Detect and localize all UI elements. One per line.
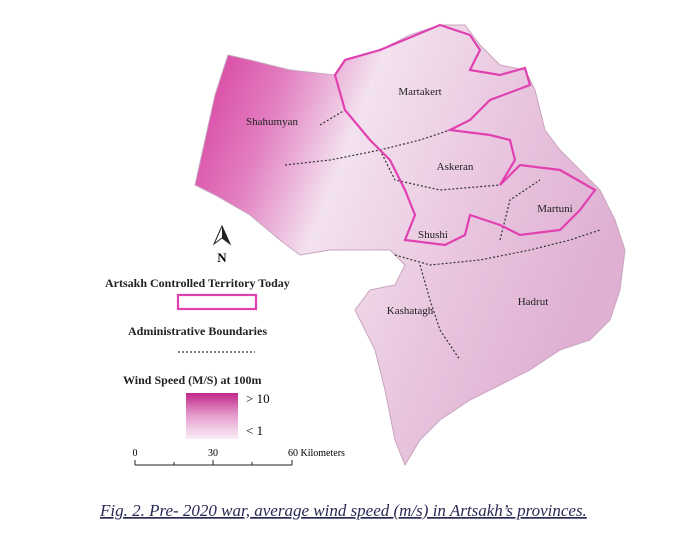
- north-arrow: N: [212, 224, 232, 265]
- north-label: N: [217, 250, 227, 265]
- legend-label: Artsakh Controlled Territory Today: [105, 276, 290, 290]
- wind-high-label: > 10: [246, 391, 270, 406]
- region-label: Askeran: [437, 161, 474, 173]
- region-label: Shahumyan: [246, 116, 298, 128]
- scale-label: 30: [208, 448, 218, 459]
- caption: Fig. 2. Pre- 2020 war, average wind spee…: [99, 501, 587, 520]
- legend-label: Administrative Boundaries: [128, 324, 267, 338]
- region-label: Shushi: [418, 229, 448, 241]
- wind-scale: [186, 393, 238, 439]
- region-label: Martakert: [398, 86, 441, 98]
- territory-swatch: [176, 293, 258, 311]
- region-label: Martuni: [537, 203, 572, 215]
- scale-label: 60 Kilometers: [288, 448, 345, 459]
- region-label: Kashatagh: [387, 305, 434, 317]
- controlled-territory: [333, 23, 597, 247]
- legend-label: Wind Speed (M/S) at 100m: [123, 373, 261, 387]
- scale-bar: [134, 460, 293, 466]
- wind-low-label: < 1: [246, 423, 263, 438]
- region-label: Hadrut: [518, 296, 549, 308]
- scale-label: 0: [133, 448, 138, 459]
